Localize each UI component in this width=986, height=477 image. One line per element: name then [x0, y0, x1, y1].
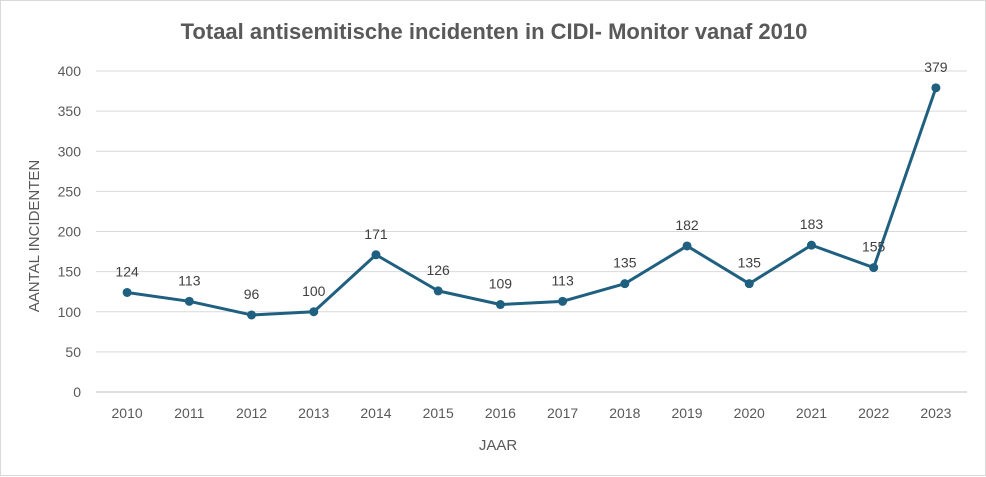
data-point — [371, 250, 381, 260]
x-tick-label: 2011 — [174, 405, 204, 421]
data-point — [620, 279, 630, 289]
data-label: 126 — [426, 262, 450, 278]
data-labels: 124 113 96 100 171 126 109 113 135 182 135 183 155 37… — [115, 59, 947, 302]
data-label: 135 — [613, 255, 637, 271]
y-axis-ticks: 0 50 100 150 200 250 300 350 400 — [58, 63, 82, 400]
data-point — [806, 240, 816, 250]
data-label: 113 — [178, 272, 201, 288]
x-tick-label: 2015 — [423, 405, 454, 421]
y-tick-label: 350 — [58, 103, 82, 119]
x-axis-label: JAAR — [479, 437, 518, 454]
data-label: 109 — [489, 276, 513, 292]
data-point — [869, 263, 879, 273]
data-label: 182 — [675, 217, 699, 233]
data-label: 96 — [244, 286, 260, 302]
x-tick-label: 2014 — [360, 405, 391, 421]
data-label: 100 — [302, 283, 326, 299]
data-label: 183 — [800, 216, 824, 232]
data-point — [184, 296, 194, 306]
y-tick-label: 0 — [73, 384, 81, 400]
data-label: 155 — [862, 239, 886, 255]
data-point — [682, 241, 692, 251]
data-point — [433, 286, 443, 296]
x-axis-ticks: 2010 2011 2012 2013 2014 2015 2016 2017 2018 2019… — [112, 405, 952, 421]
gridlines — [96, 70, 967, 393]
data-point — [744, 279, 754, 289]
y-tick-label: 150 — [58, 264, 82, 280]
data-point — [309, 307, 319, 317]
data-label: 113 — [551, 272, 574, 288]
x-tick-label: 2017 — [547, 405, 578, 421]
data-label: 379 — [924, 59, 948, 75]
x-tick-label: 2020 — [734, 405, 765, 421]
x-tick-label: 2012 — [236, 405, 267, 421]
data-point — [558, 296, 568, 306]
y-tick-label: 50 — [65, 344, 81, 360]
x-tick-label: 2019 — [671, 405, 702, 421]
data-label: 135 — [738, 255, 762, 271]
data-point — [122, 287, 132, 297]
x-tick-label: 2018 — [609, 405, 640, 421]
series-line — [126, 87, 938, 317]
x-tick-label: 2010 — [112, 405, 143, 421]
y-tick-label: 300 — [58, 143, 82, 159]
x-tick-label: 2016 — [485, 405, 516, 421]
x-tick-label: 2013 — [298, 405, 329, 421]
data-point — [495, 300, 505, 310]
series-incidenten — [122, 83, 941, 320]
y-tick-label: 400 — [58, 63, 82, 79]
data-label: 124 — [115, 263, 139, 279]
x-tick-label: 2023 — [920, 405, 951, 421]
data-point — [931, 83, 941, 93]
y-tick-label: 200 — [58, 224, 82, 240]
x-tick-label: 2022 — [858, 405, 889, 421]
y-axis-label: AANTAL INCIDENTEN — [26, 160, 43, 313]
y-tick-label: 250 — [58, 183, 82, 199]
data-label: 171 — [364, 226, 388, 242]
data-point — [247, 310, 257, 320]
chart-title: Totaal antisemitische incidenten in CIDI… — [181, 19, 808, 44]
x-tick-label: 2021 — [796, 405, 827, 421]
y-tick-label: 100 — [58, 304, 82, 320]
